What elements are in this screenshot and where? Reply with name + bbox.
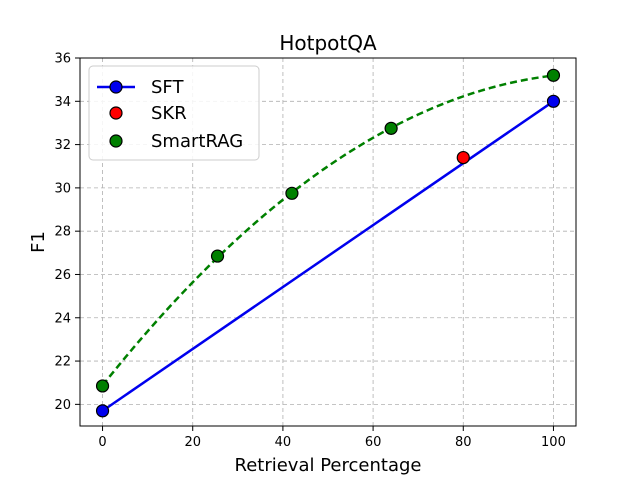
smartrag-point [384, 121, 398, 135]
sft-point [95, 404, 110, 418]
legend-box [88, 65, 260, 161]
y-tick-label: 36 [54, 52, 71, 67]
y-tick-label: 32 [54, 138, 71, 153]
x-tick-label: 60 [365, 435, 382, 450]
legend-label: SKR [151, 103, 187, 124]
x-tick-label: 40 [275, 435, 292, 450]
grid-lines [80, 57, 576, 426]
y-tick-label: 28 [54, 225, 71, 240]
y-tick-label: 26 [54, 268, 71, 283]
chart-title: HotpotQA [279, 31, 377, 55]
skr-point [456, 150, 470, 165]
y-tick-label: 22 [54, 355, 71, 370]
y-tick-label: 30 [54, 181, 71, 196]
smartrag-point [285, 186, 299, 200]
x-tick-label: 20 [184, 435, 201, 450]
sft-point [546, 94, 561, 108]
x-tick-label: 100 [541, 435, 566, 450]
series-layer [95, 68, 561, 418]
axis-ticks: 0 20 40 60 80 100 20 22 24 26 28 30 32 34 36 [54, 52, 565, 451]
y-tick-label: 20 [54, 398, 71, 413]
x-tick-label: 80 [455, 435, 472, 450]
legend-label: SFT [151, 77, 184, 98]
legend-sft-marker [109, 80, 123, 94]
y-axis-label: F1 [28, 231, 49, 253]
smartrag-fit-curve [101, 74, 554, 387]
plot-frame [79, 57, 577, 427]
smartrag-point [546, 68, 561, 82]
legend-skr-marker [109, 106, 123, 120]
x-tick-label: 0 [98, 435, 106, 450]
sft-line [101, 100, 555, 412]
smartrag-point [95, 379, 110, 393]
legend-label: SmartRAG [151, 131, 243, 152]
legend: SFT SKR SmartRAG [88, 65, 260, 161]
y-tick-label: 34 [54, 95, 71, 110]
x-axis-label: Retrieval Percentage [235, 455, 422, 476]
y-tick-label: 24 [54, 311, 71, 326]
smartrag-point [210, 249, 225, 263]
legend-smartrag-marker [109, 134, 123, 148]
